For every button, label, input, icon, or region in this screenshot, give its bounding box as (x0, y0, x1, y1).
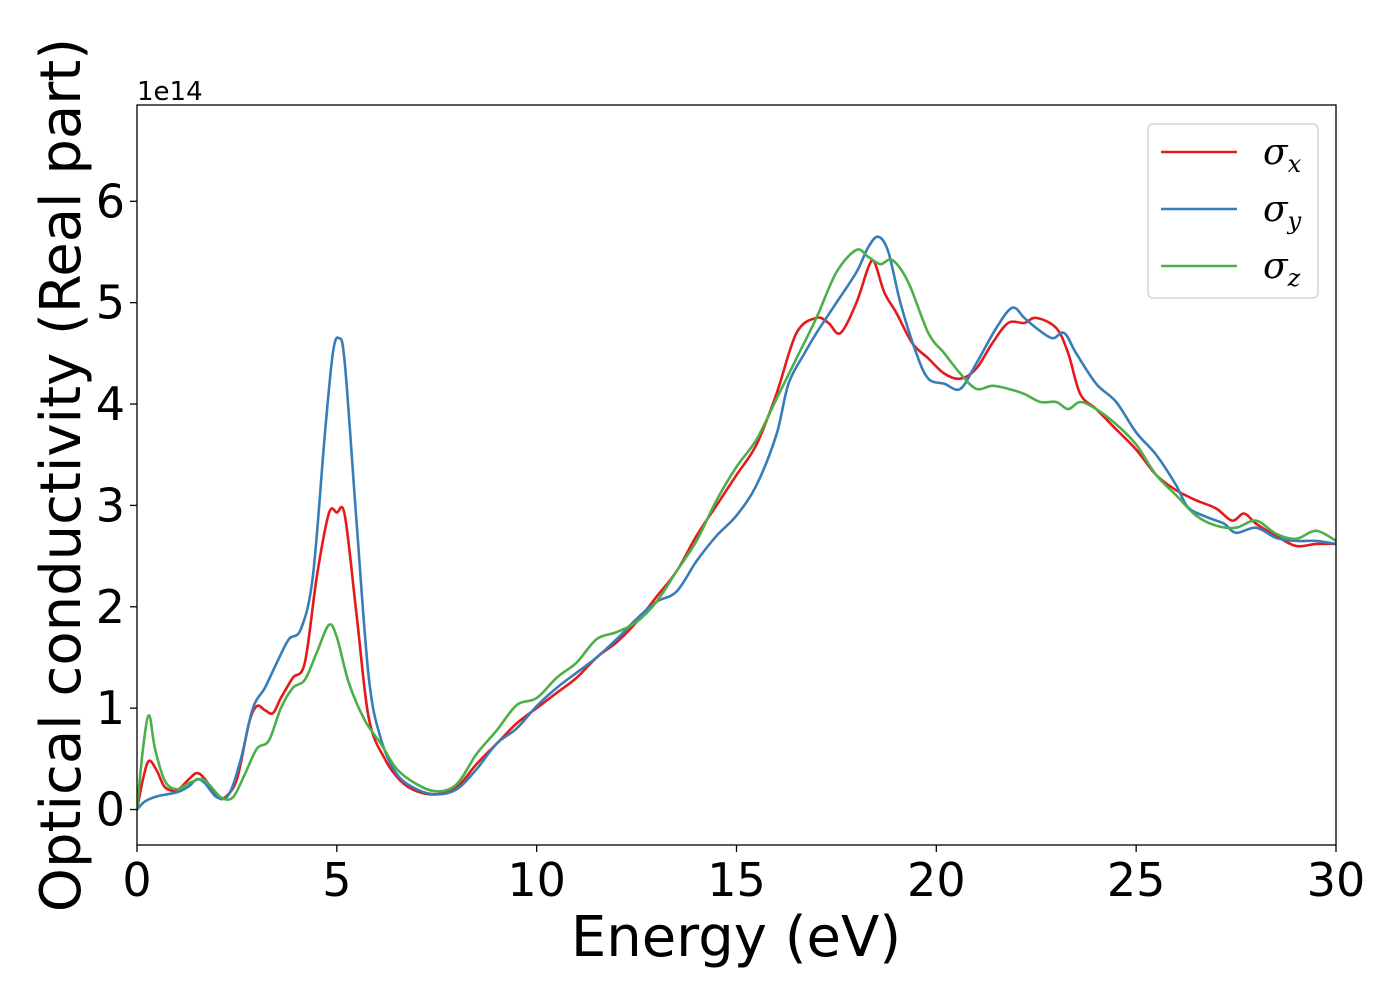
series-line-sigma-z (137, 248, 1336, 811)
y-tick-label: 6 (96, 174, 125, 228)
legend-label-sigma-y: σy (1263, 189, 1302, 235)
x-tick-label: 20 (907, 853, 966, 907)
x-tick-label: 30 (1307, 853, 1366, 907)
legend: σx σy σz (1147, 123, 1319, 299)
y-offset-label: 1e14 (137, 77, 203, 107)
y-axis-title: Optical conductivity (Real part) (29, 38, 94, 912)
series-layer (137, 235, 1336, 811)
x-tick-label: 0 (122, 853, 151, 907)
legend-label-sigma-x: σx (1263, 132, 1302, 178)
x-axis-title: Energy (eV) (571, 905, 901, 970)
y-axis: 0 1 2 3 4 5 6 (96, 174, 137, 837)
y-tick-label: 3 (96, 478, 125, 532)
x-tick-label: 15 (707, 853, 766, 907)
x-tick-label: 10 (507, 853, 566, 907)
legend-label-sigma-z: σz (1263, 246, 1301, 292)
x-tick-label: 25 (1107, 853, 1166, 907)
y-tick-label: 2 (96, 580, 125, 634)
legend-box (1147, 123, 1319, 299)
y-tick-label: 4 (96, 377, 125, 431)
y-tick-label: 1 (96, 681, 125, 735)
x-axis: 0 5 10 15 20 25 30 (122, 845, 1365, 907)
y-tick-label: 0 (96, 783, 125, 837)
x-tick-label: 5 (322, 853, 351, 907)
y-tick-label: 5 (96, 276, 125, 330)
series-line-sigma-y (137, 235, 1336, 811)
